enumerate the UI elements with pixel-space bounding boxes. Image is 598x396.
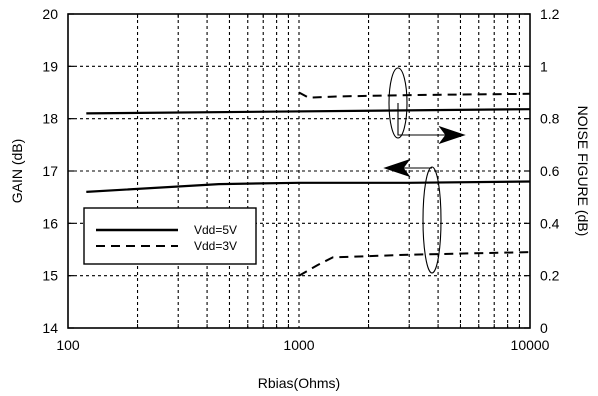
y-tick-label: 20 (42, 6, 58, 22)
annotation-ellipse-upper (388, 67, 408, 139)
arrow-to-right-axis (397, 103, 455, 136)
legend-box (83, 207, 257, 265)
y2-tick-label: 0.8 (540, 111, 560, 127)
y-axis-label: GAIN (dB) (9, 139, 25, 204)
y-tick-label: 15 (42, 268, 58, 284)
x-axis-label: Rbias(Ohms) (258, 375, 340, 391)
axis-ticks: 100 1000 10000 14 15 16 17 18 19 20 0 0.2 0.4 0.6 0.8 1… (42, 6, 559, 353)
series-line-vdd3v-gain (298, 251, 531, 277)
series-line-vdd5v-gain (86, 108, 531, 115)
legend-label-2: Vdd=3V (194, 239, 237, 253)
arrow-left-head (383, 158, 411, 178)
y2-tick-label: 0.4 (540, 215, 560, 231)
series-line-vdd3v-noise-figure (298, 91, 531, 99)
series-line-vdd5v-noise-figure (86, 180, 531, 193)
y-tick-label: 14 (42, 320, 58, 336)
y2-tick-label: 0 (540, 320, 548, 336)
arrow-right-head (438, 125, 466, 145)
x-tick-label: 100 (56, 337, 80, 353)
x-tick-label: 10000 (511, 337, 550, 353)
legend-label-1: Vdd=5V (194, 223, 237, 237)
legend: Vdd=5V Vdd=3V (83, 207, 257, 265)
y-tick-label: 17 (42, 163, 58, 179)
y2-tick-label: 0.2 (540, 268, 560, 284)
y2-tick-label: 1.2 (540, 6, 560, 22)
y2-tick-label: 0.6 (540, 163, 560, 179)
grid (68, 14, 530, 328)
y2-axis-label: NOISE FIGURE (dB) (575, 106, 591, 237)
annotations (383, 67, 466, 274)
annotation-ellipse-lower (422, 166, 442, 274)
y-tick-label: 16 (42, 215, 58, 231)
x-tick-label: 1000 (283, 337, 314, 353)
y-tick-label: 19 (42, 58, 58, 74)
y-tick-label: 18 (42, 111, 58, 127)
plot-series (86, 91, 531, 277)
y2-tick-label: 1 (540, 58, 548, 74)
